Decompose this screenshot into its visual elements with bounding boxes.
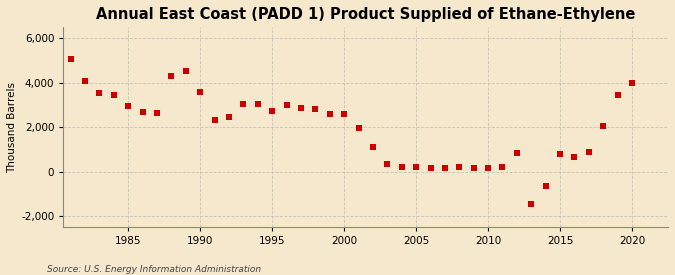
Point [468, 166, 479, 170]
Point [526, 202, 537, 206]
Y-axis label: Thousand Barrels: Thousand Barrels [7, 82, 17, 173]
Point [152, 111, 163, 115]
Point [410, 165, 421, 169]
Point [238, 102, 249, 106]
Point [80, 78, 90, 83]
Point [166, 74, 177, 78]
Point [497, 165, 508, 169]
Point [540, 184, 551, 188]
Point [310, 107, 321, 112]
Point [512, 150, 522, 155]
Point [195, 89, 206, 94]
Point [65, 57, 76, 62]
Point [367, 145, 378, 149]
Point [612, 93, 623, 97]
Point [109, 93, 119, 97]
Point [396, 165, 407, 169]
Point [123, 104, 134, 108]
Point [583, 149, 594, 154]
Point [267, 108, 277, 113]
Point [339, 112, 350, 116]
Point [296, 106, 306, 111]
Point [569, 155, 580, 159]
Point [94, 90, 105, 95]
Text: Source: U.S. Energy Information Administration: Source: U.S. Energy Information Administ… [47, 265, 261, 274]
Point [382, 162, 393, 166]
Point [252, 102, 263, 106]
Point [180, 68, 191, 73]
Point [555, 152, 566, 156]
Title: Annual East Coast (PADD 1) Product Supplied of Ethane-Ethylene: Annual East Coast (PADD 1) Product Suppl… [96, 7, 635, 22]
Point [281, 103, 292, 107]
Point [483, 166, 493, 170]
Point [598, 124, 609, 128]
Point [425, 166, 436, 170]
Point [137, 109, 148, 114]
Point [439, 166, 450, 170]
Point [209, 118, 220, 123]
Point [324, 112, 335, 116]
Point [454, 165, 464, 169]
Point [353, 126, 364, 130]
Point [626, 81, 637, 85]
Point [223, 115, 234, 119]
